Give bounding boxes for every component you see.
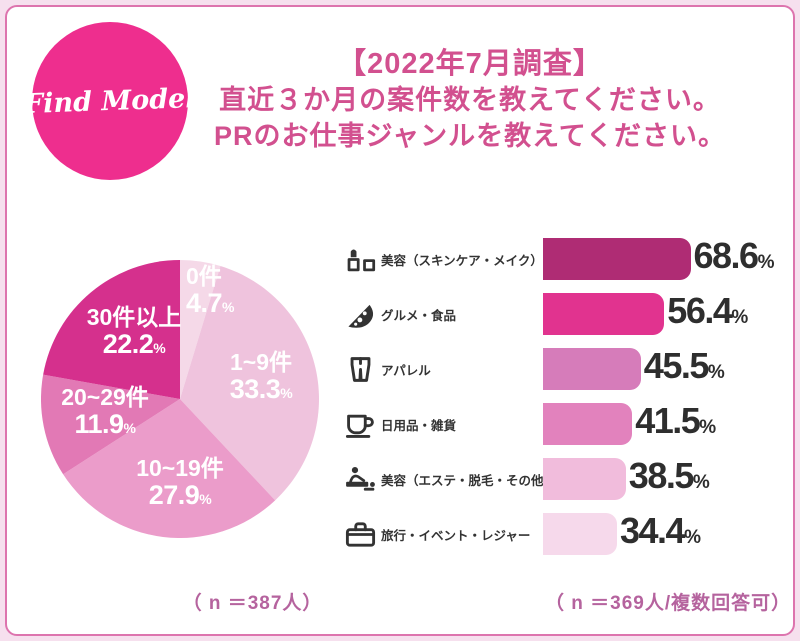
pie-chart	[41, 260, 319, 538]
pie-label-20-29: 20~29件 11.9%	[61, 384, 149, 440]
pie-slice-4	[43, 260, 181, 399]
cosmetics-icon	[345, 245, 381, 274]
pie-label-0: 0件 4.7%	[186, 263, 234, 319]
bar-value-beauty-skincare: 68.6%	[693, 234, 775, 276]
bar-daily-goods	[543, 403, 633, 445]
logo-text: Find Model	[23, 82, 197, 120]
bar-value-daily-goods: 41.5%	[635, 399, 717, 441]
bag-icon	[345, 520, 381, 549]
pie-label-10-19: 10~19件 27.9%	[136, 455, 224, 511]
pie-slice-1	[180, 266, 319, 501]
bar-gourmet	[543, 293, 665, 335]
bar-row-travel: 旅行・イベント・レジャー 34.4%	[345, 510, 795, 555]
title-question-2: PRのお仕事ジャンルを教えてください。	[214, 121, 726, 151]
bar-row-daily-goods: 日用品・雑貨 41.5%	[345, 400, 795, 445]
title-survey-date: 【2022年7月調査】	[337, 48, 603, 80]
find-model-logo: Find Model	[24, 22, 196, 180]
massage-icon	[345, 465, 381, 494]
bar-row-apparel: アパレル 45.5%	[345, 345, 795, 390]
bar-beauty-esthetic	[543, 458, 626, 500]
page-title: 【2022年7月調査】 直近３か月の案件数を教えてください。 PRのお仕事ジャン…	[190, 46, 750, 154]
pants-icon	[345, 355, 381, 384]
bar-beauty-skincare	[543, 238, 691, 280]
bar-row-beauty-esthetic: 美容（エステ・脱毛・その他） 38.5%	[345, 455, 795, 500]
title-question-1: 直近３か月の案件数を教えてください。	[219, 85, 721, 115]
pie-slice-0	[180, 260, 221, 399]
bar-row-gourmet: グルメ・食品 56.4%	[345, 290, 795, 335]
pie-slice-2	[63, 399, 276, 538]
bar-row-beauty-skincare: 美容（スキンケア・メイク） 68.6%	[345, 235, 795, 280]
pie-chart-svg	[41, 260, 319, 538]
bar-travel	[543, 513, 617, 555]
pizza-icon	[345, 300, 381, 329]
bar-value-beauty-esthetic: 38.5%	[628, 454, 710, 496]
bar-apparel	[543, 348, 641, 390]
pie-sample-size-caption: （ n ＝387人）	[182, 593, 323, 614]
pie-label-1-9: 1~9件 33.3%	[229, 349, 293, 405]
pie-label-30plus: 30件以上 22.2%	[86, 304, 182, 360]
cup-icon	[345, 410, 381, 439]
bar-value-travel: 34.4%	[620, 509, 701, 551]
bar-sample-size-caption: （ n ＝369人/複数回答可）	[545, 593, 792, 614]
bar-value-apparel: 45.5%	[643, 344, 725, 386]
pie-slice-3	[41, 374, 180, 475]
bar-value-gourmet: 56.4%	[667, 289, 749, 331]
